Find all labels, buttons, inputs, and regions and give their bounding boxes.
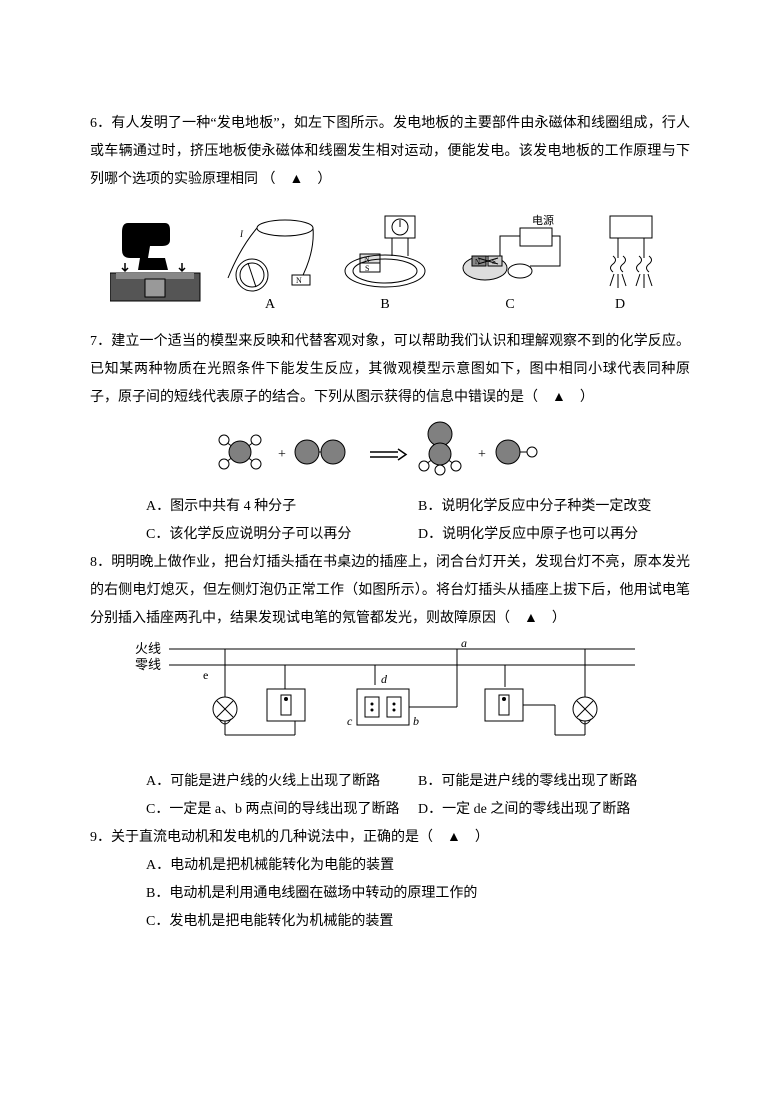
q9-text: 9．关于直流电动机和发电机的几种说法中，正确的是（ ▲ ）: [90, 824, 690, 852]
q7-opt-b: B．说明化学反应中分子种类一定改变: [418, 493, 690, 521]
q9-opt-c: C．发电机是把电能转化为机械能的装置: [146, 908, 690, 936]
q6-text: 6．有人发明了一种“发电地板”，如左下图所示。发电地板的主要部件由永磁体和线圈组…: [90, 110, 690, 194]
q6-label-c: C: [505, 297, 514, 312]
q8-opt-d: D．一定 de 之间的零线出现了断路: [418, 796, 690, 824]
q6-option-a-graphic: N I: [228, 220, 313, 291]
q7-text: 7．建立一个适当的模型来反映和代替客观对象，可以帮助我们认识和理解观察不到的化学…: [90, 328, 690, 412]
q6-option-c-graphic: 电源 N S: [463, 213, 560, 280]
q6-label-a: A: [265, 297, 276, 312]
q9-number: 9．: [90, 830, 111, 845]
q8-opt-c: C．一定是 a、b 两点间的导线出现了断路: [146, 796, 418, 824]
q7-number: 7．: [90, 334, 111, 349]
q8-neutral-label: 零线: [135, 657, 161, 672]
q6-body: 有人发明了一种“发电地板”，如左下图所示。发电地板的主要部件由永磁体和线圈组成，…: [90, 116, 690, 187]
q9-opt-a: A．电动机是把机械能转化为电能的装置: [146, 852, 690, 880]
q6-label-d: D: [615, 297, 625, 312]
q6-number: 6．: [90, 116, 111, 131]
q9-body: 关于直流电动机和发电机的几种说法中，正确的是（ ▲ ）: [111, 830, 489, 845]
q6-option-b-graphic: N S: [345, 216, 425, 287]
q8-opt-b: B．可能是进户线的零线出现了断路: [418, 768, 690, 796]
svg-text:e: e: [203, 668, 208, 682]
svg-text:d: d: [381, 672, 388, 686]
q8-body: 明明晚上做作业，把台灯插头插在书桌边的插座上，闭合台灯开关，发现台灯不亮，原本发…: [90, 555, 690, 626]
q6-figure: N I N S 电源: [90, 208, 690, 318]
svg-text:+: +: [278, 447, 286, 462]
q6-option-d-graphic: [610, 216, 652, 288]
q8-text: 8．明明晚上做作业，把台灯插头插在书桌边的插座上，闭合台灯开关，发现台灯不亮，原…: [90, 549, 690, 633]
q8-figure: 火线 零线 e a d: [90, 639, 690, 762]
q9-opt-b: B．电动机是利用通电线圈在磁场中转动的原理工作的: [146, 880, 690, 908]
q8-live-label: 火线: [135, 641, 161, 656]
exam-page: 6．有人发明了一种“发电地板”，如左下图所示。发电地板的主要部件由永磁体和线圈组…: [0, 0, 780, 996]
q7-body: 建立一个适当的模型来反映和代替客观对象，可以帮助我们认识和理解观察不到的化学反应…: [90, 334, 690, 405]
svg-text:c: c: [347, 714, 353, 728]
svg-text:I: I: [239, 229, 244, 239]
q8-number: 8．: [90, 555, 111, 570]
q9-options: A．电动机是把机械能转化为电能的装置 B．电动机是利用通电线圈在磁场中转动的原理…: [146, 852, 690, 936]
q7-opt-a: A．图示中共有 4 种分子: [146, 493, 418, 521]
q6-label-b: B: [380, 297, 389, 312]
svg-text:N: N: [475, 258, 480, 266]
svg-text:+: +: [478, 447, 486, 462]
q8-options: A．可能是进户线的火线上出现了断路 B．可能是进户线的零线出现了断路 C．一定是…: [146, 768, 690, 824]
q7-opt-c: C．该化学反应说明分子可以再分: [146, 521, 418, 549]
svg-text:a: a: [461, 639, 467, 650]
q7-options: A．图示中共有 4 种分子 B．说明化学反应中分子种类一定改变 C．该化学反应说…: [146, 493, 690, 549]
svg-text:b: b: [413, 714, 419, 728]
q7-figure: +: [90, 420, 690, 487]
q6-tile-graphic: [110, 223, 200, 301]
svg-text:N: N: [296, 276, 302, 285]
q8-opt-a: A．可能是进户线的火线上出现了断路: [146, 768, 418, 796]
q7-opt-d: D．说明化学反应中原子也可以再分: [418, 521, 690, 549]
svg-text:S: S: [365, 264, 369, 273]
svg-text:电源: 电源: [532, 213, 554, 227]
